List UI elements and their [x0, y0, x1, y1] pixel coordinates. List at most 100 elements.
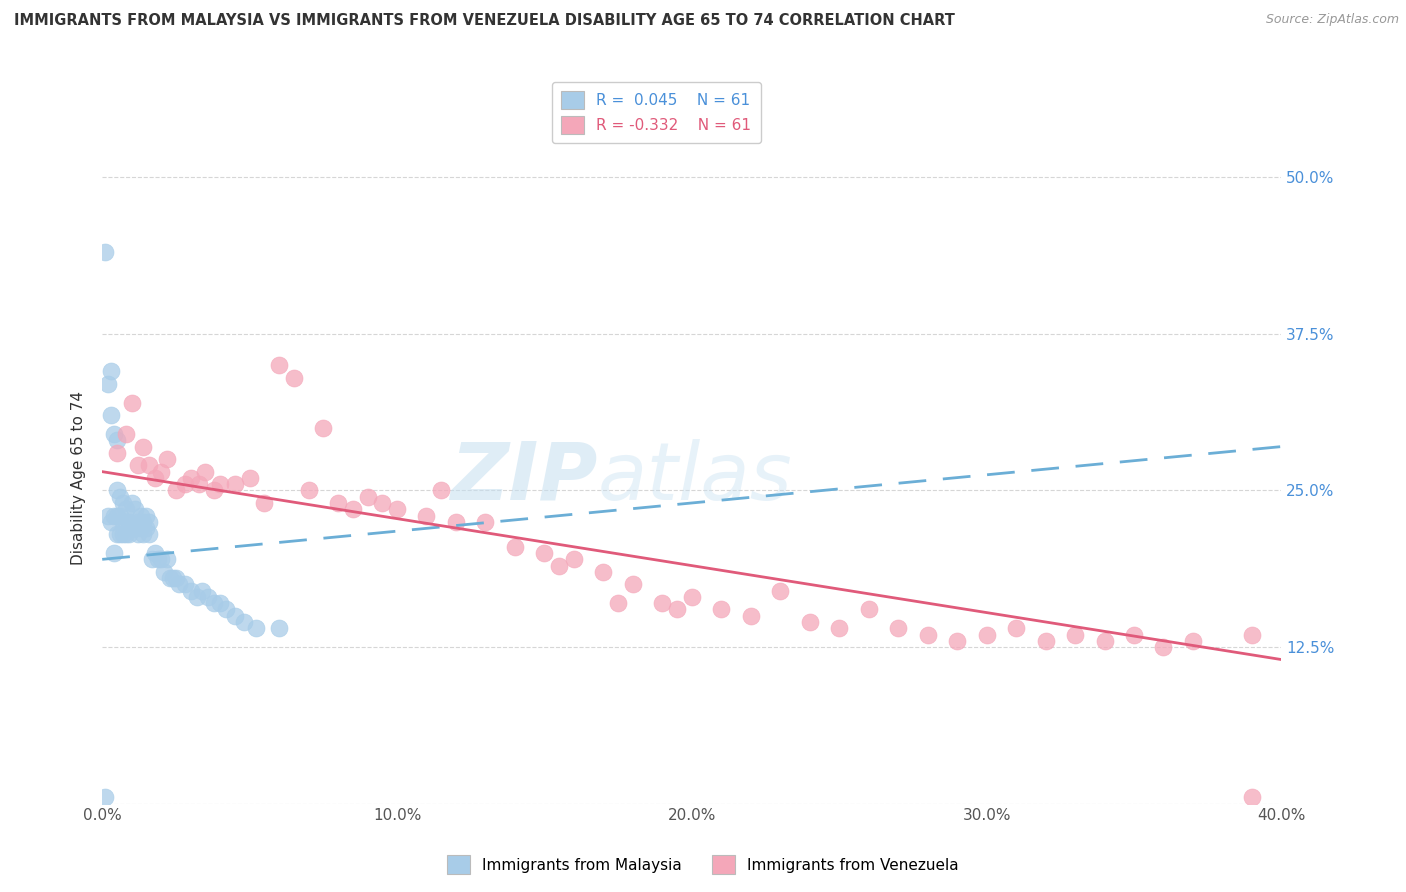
- Point: [607, 596, 630, 610]
- Point: [858, 602, 880, 616]
- Point: [1240, 790, 1263, 805]
- Point: [105, 446, 128, 460]
- Point: [105, 483, 128, 498]
- Point: [503, 540, 526, 554]
- Point: [342, 502, 364, 516]
- Point: [162, 571, 184, 585]
- Point: [385, 502, 408, 516]
- Point: [135, 508, 157, 523]
- Point: [1240, 627, 1263, 641]
- Point: [127, 515, 149, 529]
- Point: [1123, 627, 1146, 641]
- Point: [111, 527, 134, 541]
- Point: [108, 490, 131, 504]
- Point: [150, 552, 173, 566]
- Point: [132, 527, 155, 541]
- Point: [105, 527, 128, 541]
- Point: [105, 434, 128, 448]
- Point: [474, 515, 496, 529]
- Point: [132, 440, 155, 454]
- Point: [118, 527, 141, 541]
- Point: [94, 790, 117, 805]
- Point: [769, 583, 792, 598]
- Point: [100, 364, 122, 378]
- Point: [1181, 633, 1204, 648]
- Point: [681, 590, 703, 604]
- Point: [121, 521, 143, 535]
- Point: [111, 515, 134, 529]
- Point: [194, 465, 217, 479]
- Point: [121, 496, 143, 510]
- Point: [1064, 627, 1087, 641]
- Point: [103, 546, 125, 560]
- Point: [121, 396, 143, 410]
- Point: [326, 496, 349, 510]
- Point: [444, 515, 467, 529]
- Point: [100, 515, 122, 529]
- Point: [283, 370, 305, 384]
- Point: [108, 508, 131, 523]
- Point: [118, 515, 141, 529]
- Point: [976, 627, 998, 641]
- Text: atlas: atlas: [598, 439, 792, 517]
- Point: [651, 596, 673, 610]
- Point: [1035, 633, 1057, 648]
- Point: [138, 515, 160, 529]
- Point: [202, 596, 225, 610]
- Point: [202, 483, 225, 498]
- Point: [148, 552, 170, 566]
- Point: [191, 583, 214, 598]
- Point: [356, 490, 378, 504]
- Point: [1153, 640, 1175, 654]
- Point: [186, 590, 208, 604]
- Point: [180, 471, 202, 485]
- Point: [1094, 633, 1116, 648]
- Point: [740, 608, 762, 623]
- Point: [533, 546, 555, 560]
- Point: [129, 508, 152, 523]
- Point: [267, 621, 290, 635]
- Point: [562, 552, 585, 566]
- Point: [173, 477, 195, 491]
- Point: [97, 376, 120, 391]
- Point: [138, 458, 160, 473]
- Point: [138, 527, 160, 541]
- Text: ZIP: ZIP: [450, 439, 598, 517]
- Y-axis label: Disability Age 65 to 74: Disability Age 65 to 74: [72, 391, 86, 565]
- Point: [371, 496, 394, 510]
- Point: [197, 590, 219, 604]
- Point: [887, 621, 910, 635]
- Point: [153, 565, 176, 579]
- Point: [141, 552, 163, 566]
- Point: [710, 602, 733, 616]
- Point: [135, 521, 157, 535]
- Point: [180, 583, 202, 598]
- Point: [129, 521, 152, 535]
- Point: [165, 571, 187, 585]
- Point: [245, 621, 267, 635]
- Point: [415, 508, 437, 523]
- Point: [188, 477, 211, 491]
- Point: [267, 358, 290, 372]
- Point: [239, 471, 262, 485]
- Legend: R =  0.045    N = 61, R = -0.332    N = 61: R = 0.045 N = 61, R = -0.332 N = 61: [553, 82, 761, 144]
- Point: [159, 571, 181, 585]
- Text: IMMIGRANTS FROM MALAYSIA VS IMMIGRANTS FROM VENEZUELA DISABILITY AGE 65 TO 74 CO: IMMIGRANTS FROM MALAYSIA VS IMMIGRANTS F…: [14, 13, 955, 29]
- Point: [666, 602, 689, 616]
- Point: [111, 496, 134, 510]
- Point: [215, 602, 238, 616]
- Point: [209, 596, 232, 610]
- Point: [1005, 621, 1028, 635]
- Point: [828, 621, 851, 635]
- Point: [592, 565, 614, 579]
- Point: [312, 421, 335, 435]
- Point: [946, 633, 969, 648]
- Point: [209, 477, 232, 491]
- Point: [105, 508, 128, 523]
- Point: [94, 245, 117, 260]
- Point: [297, 483, 319, 498]
- Legend: Immigrants from Malaysia, Immigrants from Venezuela: Immigrants from Malaysia, Immigrants fro…: [441, 849, 965, 880]
- Point: [165, 483, 187, 498]
- Point: [132, 515, 155, 529]
- Point: [167, 577, 190, 591]
